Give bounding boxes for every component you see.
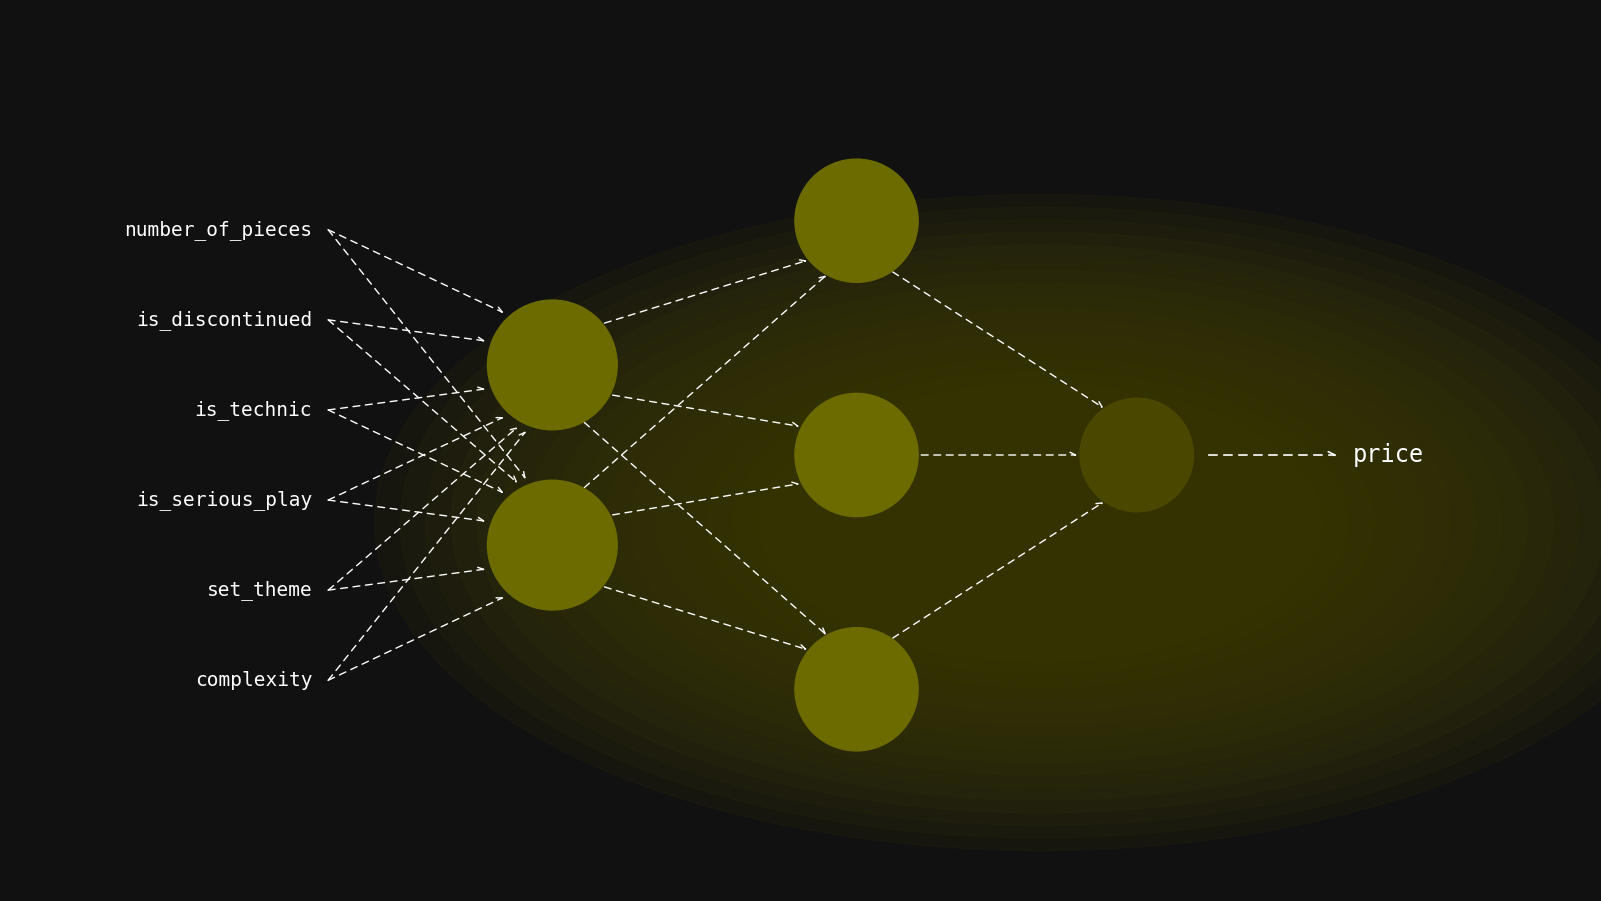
Text: number_of_pieces: number_of_pieces (125, 220, 312, 240)
Ellipse shape (487, 480, 618, 610)
Ellipse shape (426, 220, 1601, 825)
Ellipse shape (1081, 398, 1193, 512)
Ellipse shape (375, 195, 1601, 851)
Ellipse shape (451, 232, 1601, 813)
Text: set_theme: set_theme (207, 580, 312, 600)
Ellipse shape (528, 270, 1553, 775)
Ellipse shape (503, 258, 1579, 787)
Text: complexity: complexity (195, 670, 312, 690)
Ellipse shape (477, 245, 1601, 800)
Ellipse shape (487, 300, 618, 430)
Ellipse shape (796, 628, 917, 751)
Text: is_serious_play: is_serious_play (136, 490, 312, 510)
Ellipse shape (400, 207, 1601, 838)
Ellipse shape (796, 159, 917, 282)
Text: is_technic: is_technic (195, 400, 312, 420)
Text: price: price (1353, 443, 1425, 467)
Text: is_discontinued: is_discontinued (136, 310, 312, 330)
Ellipse shape (796, 394, 917, 516)
